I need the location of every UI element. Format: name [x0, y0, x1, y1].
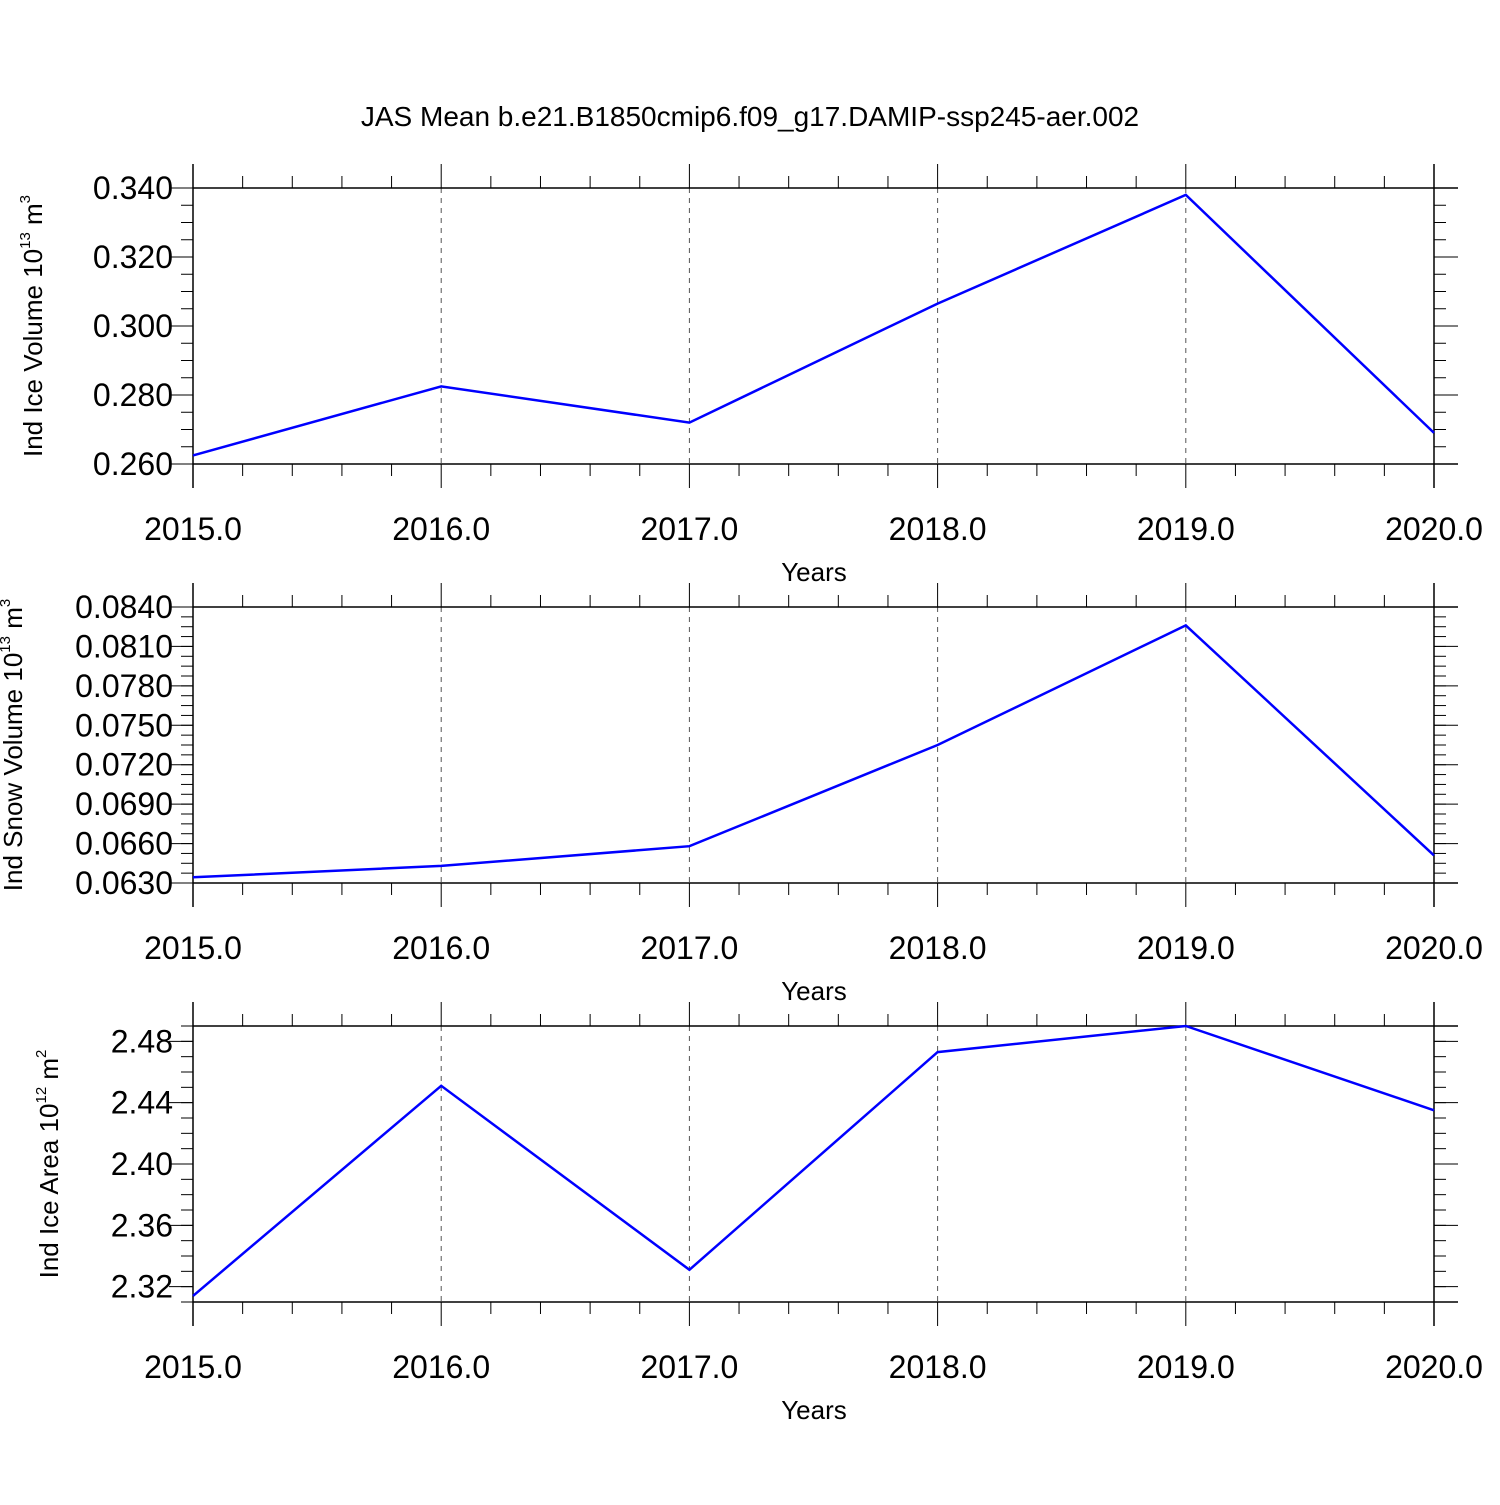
y-tick-label: 2.44	[111, 1085, 173, 1121]
x-tick-label: 2020.0	[1385, 1349, 1483, 1385]
y-tick-label: 0.0750	[75, 707, 173, 743]
y-axis-title-unit-exponent: 3	[0, 599, 14, 607]
x-tick-label: 2015.0	[144, 511, 242, 547]
y-tick-label: 0.0690	[75, 786, 173, 822]
y-axis-title-exponent: 13	[17, 232, 34, 249]
x-tick-label: 2018.0	[889, 1349, 987, 1385]
y-tick-label: 2.40	[111, 1146, 173, 1182]
x-tick-label: 2020.0	[1385, 930, 1483, 966]
y-tick-label: 2.48	[111, 1023, 173, 1059]
x-tick-label: 2016.0	[392, 511, 490, 547]
x-tick-label: 2018.0	[889, 930, 987, 966]
y-tick-label: 0.0660	[75, 826, 173, 862]
y-tick-label: 0.260	[93, 446, 173, 482]
y-axis-title-unit: m	[18, 203, 48, 232]
panel-middle: 2015.0 2016.0 2017.0 2018.0 2019.0 2020.0 0.06…	[0, 583, 1483, 1006]
main-title: JAS Mean b.e21.B1850cmip6.f09_g17.DAMIP-…	[361, 101, 1139, 132]
y-tick-label: 2.32	[111, 1269, 173, 1305]
x-tick-label: 2016.0	[392, 1349, 490, 1385]
series-line	[193, 1026, 1434, 1296]
x-tick-label: 2015.0	[144, 1349, 242, 1385]
series-line	[193, 625, 1434, 877]
y-axis-title-unit: m	[0, 607, 28, 636]
x-axis-title: Years	[781, 976, 847, 1006]
y-tick-label: 0.0630	[75, 865, 173, 901]
x-tick-label: 2016.0	[392, 930, 490, 966]
panel-bottom: 2015.0 2016.0 2017.0 2018.0 2019.0 2020.0 2.32…	[33, 1002, 1483, 1425]
x-tick-label: 2020.0	[1385, 511, 1483, 547]
y-axis-title-base: Ind Ice Volume 10	[18, 249, 48, 457]
y-tick-label: 0.0810	[75, 628, 173, 664]
y-tick-label: 0.300	[93, 308, 173, 344]
y-tick-label: 2.36	[111, 1207, 173, 1243]
y-tick-label: 0.320	[93, 239, 173, 275]
y-tick-label: 0.0720	[75, 747, 173, 783]
y-axis-title-base: Ind Ice Area 10	[34, 1104, 64, 1279]
x-tick-label: 2019.0	[1137, 930, 1235, 966]
y-tick-label: 0.0840	[75, 589, 173, 625]
x-tick-label: 2018.0	[889, 511, 987, 547]
x-tick-label: 2017.0	[640, 930, 738, 966]
y-tick-label: 0.340	[93, 170, 173, 206]
y-axis-title-unit: m	[34, 1058, 64, 1087]
x-tick-label: 2015.0	[144, 930, 242, 966]
y-axis-title: Ind Ice Area 1012 m2	[33, 1050, 64, 1279]
y-axis-title-unit-exponent: 3	[17, 195, 34, 203]
x-tick-label: 2017.0	[640, 1349, 738, 1385]
series-line	[193, 195, 1434, 456]
y-tick-label: 0.0780	[75, 668, 173, 704]
x-axis-title: Years	[781, 1395, 847, 1425]
x-axis-title: Years	[781, 557, 847, 587]
x-tick-label: 2019.0	[1137, 1349, 1235, 1385]
panels: 2015.0 2016.0 2017.0 2018.0 2019.0 2020.0 0.26…	[0, 164, 1483, 1425]
y-axis-title-base: Ind Snow Volume 10	[0, 653, 28, 892]
y-axis-title: Ind Snow Volume 1013 m3	[0, 599, 28, 891]
y-axis-title-unit-exponent: 2	[33, 1050, 50, 1058]
y-axis-title-exponent: 12	[33, 1087, 50, 1104]
y-tick-label: 0.280	[93, 377, 173, 413]
x-tick-label: 2017.0	[640, 511, 738, 547]
y-axis-title-exponent: 13	[0, 636, 14, 653]
x-tick-label: 2019.0	[1137, 511, 1235, 547]
y-axis-title: Ind Ice Volume 1013 m3	[17, 195, 48, 457]
panel-top: 2015.0 2016.0 2017.0 2018.0 2019.0 2020.0 0.26…	[17, 164, 1483, 587]
